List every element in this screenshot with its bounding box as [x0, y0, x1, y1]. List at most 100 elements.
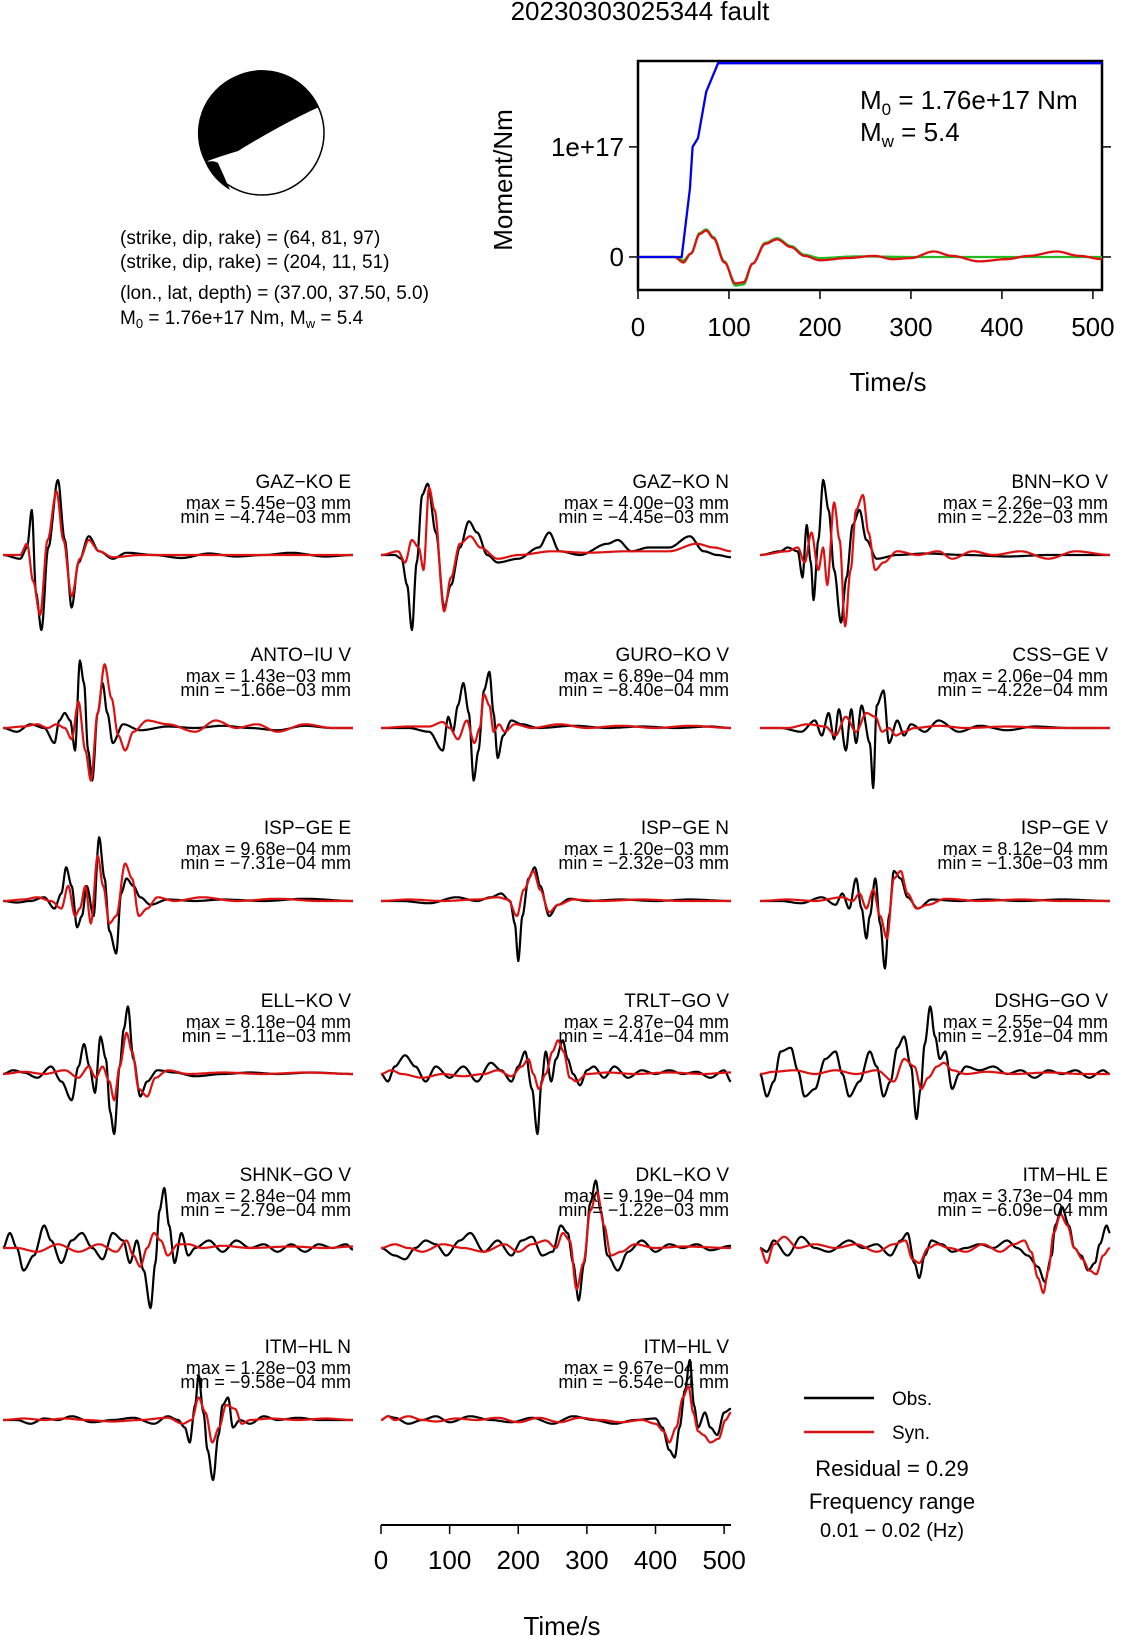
station-name: BNN−KO V: [1011, 472, 1108, 493]
station-max: max = 3.73e−04 mm: [943, 1186, 1108, 1206]
station-name: ITM−HL V: [644, 1337, 730, 1358]
synthetic-waveform: [380, 693, 732, 745]
station-min: min = −9.58e−04 mm: [180, 1372, 351, 1392]
station-name: ANTO−IU V: [251, 645, 352, 666]
synthetic-waveform: [759, 1213, 1111, 1295]
synthetic-waveform: [2, 854, 354, 925]
nodal-plane-1: (strike, dip, rake) = (64, 81, 97): [120, 228, 380, 249]
synthetic-waveform: [2, 1031, 354, 1102]
nodal-plane-2: (strike, dip, rake) = (204, 11, 51): [120, 252, 389, 273]
moment-annotation-m0: M0 = 1.76e+17 Nm: [860, 85, 1078, 119]
station-max: max = 2.06e−04 mm: [943, 666, 1108, 686]
moment-rate-line-red: [638, 229, 1102, 285]
synthetic-waveform: [759, 1057, 1111, 1091]
station-max: max = 8.12e−04 mm: [943, 839, 1108, 859]
observed-waveform: [759, 1005, 1111, 1121]
moment-plot-frame: [636, 59, 1104, 292]
residual-text: Residual = 0.29: [815, 1456, 969, 1481]
station-name: ELL−KO V: [261, 991, 352, 1012]
station-min: min = −4.22e−04 mm: [937, 680, 1108, 700]
station-max: max = 9.67e−04 mm: [564, 1358, 729, 1378]
synthetic-waveform: [759, 493, 1111, 628]
station-max: max = 2.55e−04 mm: [943, 1012, 1108, 1032]
legend: Obs. Syn. Residual = 0.29 Frequency rang…: [804, 1389, 975, 1542]
moment-xtick-label: 200: [798, 312, 841, 342]
station-name: DKL−KO V: [636, 1165, 730, 1186]
observed-waveform: [759, 689, 1111, 790]
synthetic-waveform: [380, 1385, 732, 1444]
station-name: CSS−GE V: [1012, 645, 1108, 666]
moment-xtick-label: 400: [980, 312, 1023, 342]
waveform-time-axis: Time/s 0 100 200 300 400 500: [374, 1524, 746, 1636]
synthetic-waveform: [2, 490, 354, 617]
station-max: max = 5.45e−03 mm: [186, 493, 351, 513]
station-min: min = −2.91e−04 mm: [937, 1026, 1108, 1046]
station-min: min = −1.30e−03 mm: [937, 853, 1108, 873]
station-name: GURO−KO V: [616, 645, 730, 666]
station-max: max = 9.19e−04 mm: [564, 1186, 729, 1206]
station-name: GAZ−KO E: [255, 472, 351, 493]
station-name: TRLT−GO V: [624, 991, 729, 1012]
station-name: DSHG−GO V: [995, 991, 1109, 1012]
moment-xtick-label: 500: [1071, 312, 1114, 342]
station-name: ITM−HL N: [265, 1337, 351, 1358]
moment-annotation-mw: Mw = 5.4: [860, 117, 960, 151]
moment-xlabel: Time/s: [849, 367, 926, 397]
station-name: ISP−GE V: [1021, 818, 1108, 839]
station-max: max = 8.18e−04 mm: [186, 1012, 351, 1032]
station-min: min = −2.79e−04 mm: [180, 1200, 351, 1220]
beachball-compressional-quadrant: [197, 70, 319, 162]
moment-cumulative-line: [638, 62, 1102, 259]
observed-waveform: [380, 866, 732, 963]
station-min: min = −1.11e−03 mm: [182, 1026, 351, 1046]
station-max: max = 2.87e−04 mm: [564, 1012, 729, 1032]
moment-ylabel: Moment/Nm: [488, 109, 518, 251]
synthetic-waveform: [2, 1231, 354, 1268]
synthetic-waveform: [759, 711, 1111, 737]
waveform-xlabel: Time/s: [523, 1611, 600, 1636]
station-min: min = −6.54e−04 mm: [558, 1372, 729, 1392]
beachball-compressional-sliver: [205, 161, 230, 190]
station-max: max = 2.26e−03 mm: [943, 493, 1108, 513]
moment-xtick-label: 0: [631, 312, 645, 342]
waveform-xtick-label: 500: [702, 1545, 745, 1575]
moment-xtick-label: 100: [707, 312, 750, 342]
moment-ytick-label: 1e+17: [551, 132, 624, 162]
waveform-xtick-label: 0: [374, 1545, 388, 1575]
waveform-xtick-label: 400: [634, 1545, 677, 1575]
station-max: max = 1.20e−03 mm: [564, 839, 729, 859]
station-name: SHNK−GO V: [240, 1165, 352, 1186]
waveform-xtick-label: 200: [497, 1545, 540, 1575]
station-max: max = 6.89e−04 mm: [564, 666, 729, 686]
moment-xtick-label: 300: [889, 312, 932, 342]
station-name: GAZ−KO N: [632, 472, 729, 493]
observed-waveform: [380, 1039, 732, 1136]
moment-ytick-label: 0: [610, 242, 624, 272]
synthetic-waveform: [380, 486, 732, 613]
station-min: min = −1.22e−03 mm: [558, 1200, 729, 1220]
station-min: min = −6.09e−04 mm: [937, 1200, 1108, 1220]
observed-waveform: [759, 478, 1111, 624]
station-max: max = 4.00e−03 mm: [564, 493, 729, 513]
station-min: min = −2.22e−03 mm: [937, 507, 1108, 527]
synthetic-waveform: [380, 869, 732, 918]
observed-waveform: [380, 1179, 732, 1302]
station-name: ITM−HL E: [1023, 1165, 1108, 1186]
moment-function-chart: Moment/Nm Time/s M0 = 1.76e+17 Nm Mw = 5…: [488, 59, 1115, 397]
synthetic-waveform: [759, 869, 1111, 940]
station-name: ISP−GE N: [641, 818, 729, 839]
frequency-range-value: 0.01 − 0.02 (Hz): [820, 1520, 964, 1542]
